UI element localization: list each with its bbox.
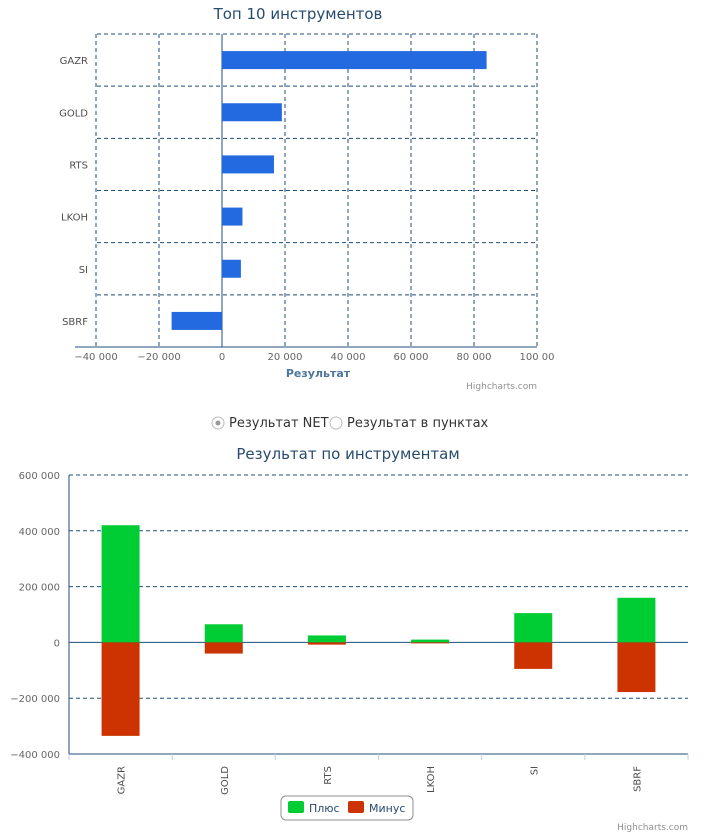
results-chart-category-label: GOLD (220, 766, 231, 795)
result-mode-radio-group: Результат NET Результат в пунктах (211, 416, 489, 431)
results-column-rts-minus[interactable] (307, 642, 346, 645)
top-chart-tick-label: 60 000 (394, 352, 429, 363)
results-column-sbrf-plus[interactable] (617, 597, 656, 643)
top-chart-bar-sbrf[interactable] (171, 311, 222, 330)
results-chart-tick-labels: −400 000 −200 000 0 200 000 400 000 600 000 (10, 471, 60, 761)
top-instruments-chart: Топ 10 инструментов GAZR GOLD RTS LKOH SI SBR… (59, 5, 554, 392)
results-chart-tick-label: 200 000 (19, 583, 60, 594)
results-column-si-minus[interactable] (514, 642, 553, 669)
legend-item-minus[interactable]: Минус (348, 801, 405, 815)
legend-box (280, 795, 414, 821)
results-column-gold-plus[interactable] (204, 624, 243, 643)
top-chart-tick-label: 0 (219, 352, 225, 363)
top-chart-x-axis-title: Результат (286, 367, 351, 380)
radio-option-points[interactable]: Результат в пунктах (329, 416, 489, 431)
legend-plus-label[interactable]: Плюс (309, 802, 340, 815)
results-chart-columns (101, 525, 656, 736)
results-chart-credits[interactable]: Highcharts.com (617, 823, 688, 833)
top-chart-tick-label: 40 000 (331, 352, 366, 363)
results-chart-tick-label: −200 000 (10, 694, 60, 705)
top-chart-bar-rts[interactable] (222, 155, 274, 174)
top-chart-bars (171, 51, 487, 330)
results-chart-legend: Плюс Минус (280, 795, 414, 821)
results-column-gold-minus[interactable] (204, 642, 243, 654)
results-column-lkoh-plus[interactable] (411, 639, 450, 643)
results-chart-category-label: SI (529, 766, 540, 775)
top-chart-bar-lkoh[interactable] (222, 207, 243, 226)
top-chart-title: Топ 10 инструментов (213, 5, 383, 23)
results-column-gazr-plus[interactable] (101, 525, 140, 643)
results-chart-tick-label: 400 000 (19, 527, 60, 538)
results-chart-category-label: GAZR (117, 766, 128, 794)
top-chart-category-label: GAZR (60, 56, 88, 67)
legend-item-plus[interactable]: Плюс (288, 801, 340, 815)
radio-option-net[interactable]: Результат NET (211, 416, 329, 431)
results-chart-tick-label: 0 (54, 638, 60, 649)
top-chart-tick-label: 20 000 (268, 352, 303, 363)
legend-minus-swatch[interactable] (348, 801, 364, 813)
top-chart-tick-label: 80 000 (457, 352, 492, 363)
top-chart-tick-label: 100 00 (520, 352, 555, 363)
results-chart-title: Результат по инструментам (236, 445, 459, 463)
results-column-sbrf-minus[interactable] (617, 642, 656, 693)
radio-points-button[interactable] (329, 416, 343, 430)
top-chart-category-label: RTS (69, 160, 88, 171)
top-chart-bar-gold[interactable] (222, 103, 282, 122)
legend-plus-swatch[interactable] (288, 801, 304, 813)
top-chart-grid (75, 33, 538, 348)
results-by-instrument-chart: Результат по инструментам −400 000 −200 0… (10, 445, 689, 833)
radio-net-selected-dot (215, 420, 221, 426)
top-chart-category-label: SI (79, 265, 88, 276)
top-chart-tick-labels: −40 000 −20 000 0 20 000 40 000 60 000 80 000 1… (74, 352, 554, 363)
top-chart-credits[interactable]: Highcharts.com (466, 382, 537, 392)
top-chart-bar-gazr[interactable] (222, 51, 487, 70)
top-chart-category-label: SBRF (62, 317, 88, 328)
results-chart-category-label: LKOH (426, 766, 437, 793)
radio-net-label[interactable]: Результат NET (229, 416, 329, 431)
top-chart-tick-label: −20 000 (137, 352, 180, 363)
results-column-lkoh-minus[interactable] (411, 642, 450, 644)
results-chart-tick-label: −400 000 (10, 750, 60, 761)
results-chart-category-labels: GAZR GOLD RTS LKOH SI SBRF (117, 766, 644, 795)
results-chart-tick-label: 600 000 (19, 471, 60, 482)
results-chart-category-label: RTS (323, 766, 334, 785)
results-chart-category-label: SBRF (632, 766, 643, 792)
top-chart-category-labels: GAZR GOLD RTS LKOH SI SBRF (59, 56, 88, 328)
top-chart-bar-si[interactable] (222, 259, 241, 278)
results-column-si-plus[interactable] (514, 613, 553, 643)
results-column-rts-plus[interactable] (307, 635, 346, 643)
legend-minus-label[interactable]: Минус (369, 802, 405, 815)
results-chart-grid (68, 474, 689, 760)
top-chart-tick-label: −40 000 (74, 352, 117, 363)
top-chart-category-label: GOLD (59, 108, 88, 119)
radio-points-label[interactable]: Результат в пунктах (347, 416, 489, 431)
top-chart-category-label: LKOH (61, 213, 88, 224)
results-column-gazr-minus[interactable] (101, 642, 140, 736)
